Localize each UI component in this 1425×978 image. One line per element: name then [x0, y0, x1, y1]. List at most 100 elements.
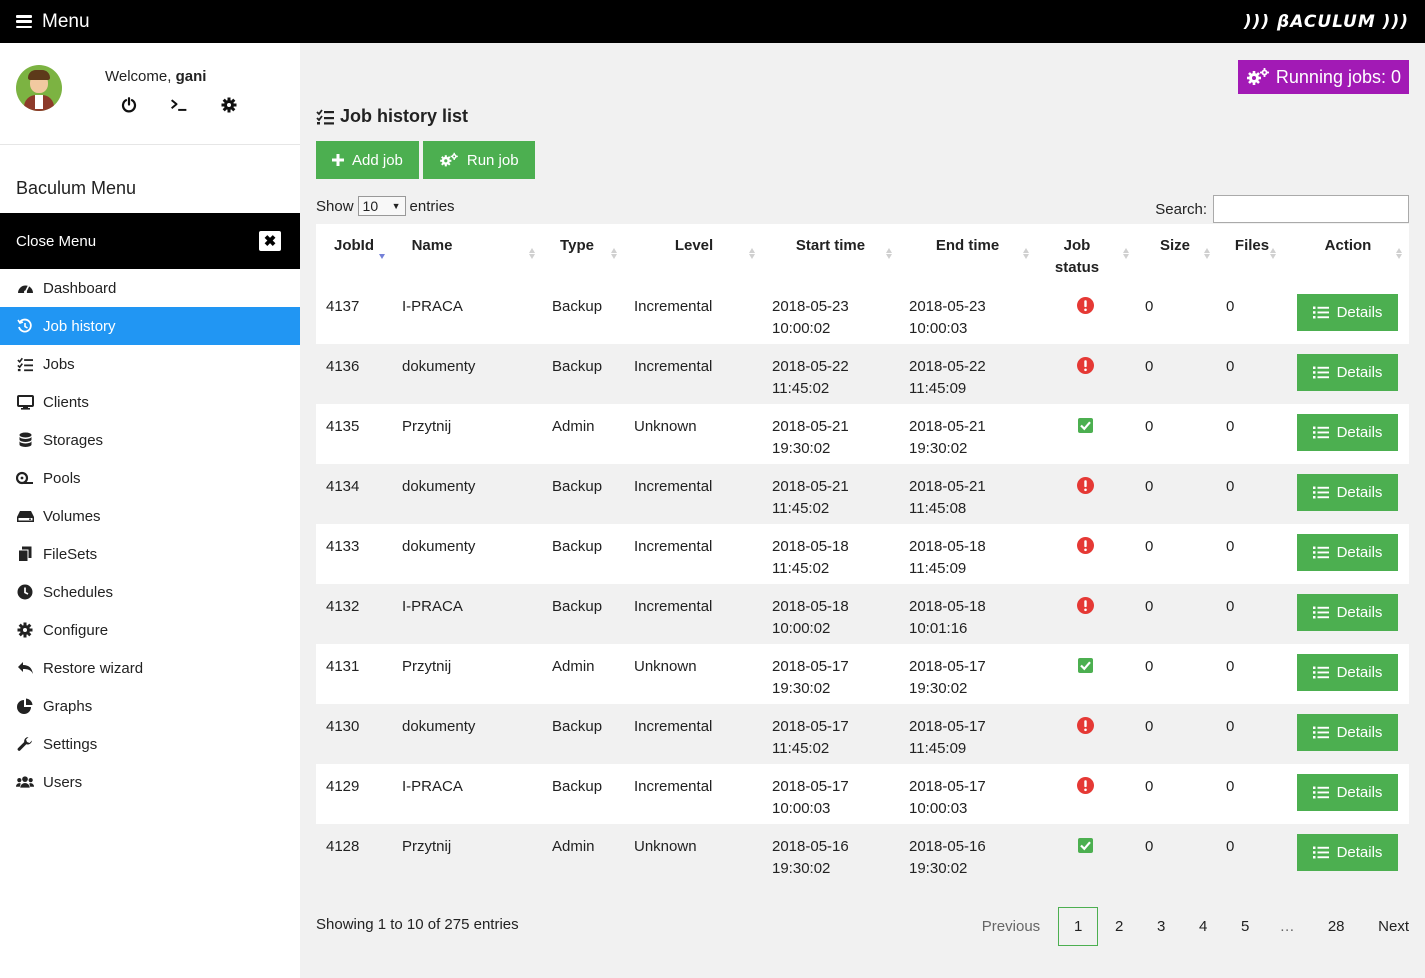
details-button[interactable]: Details: [1297, 414, 1398, 451]
add-job-button[interactable]: Add job: [316, 141, 419, 179]
top-bar: Menu ))) βACULUM ))): [0, 0, 1425, 43]
clock-icon: [16, 583, 34, 601]
details-button[interactable]: Details: [1297, 534, 1398, 571]
users-icon: [16, 773, 34, 791]
cell-end-time: 2018-05-22 11:45:09: [909, 356, 986, 400]
sidebar-nav: Dashboard Job history Jobs Clients Storages P…: [0, 269, 300, 801]
page-button[interactable]: 5: [1240, 918, 1250, 935]
previous-page-button[interactable]: Previous: [981, 918, 1041, 935]
date-text: 2018-05-17: [909, 718, 986, 735]
table-row: 4131 Przytnij Admin Unknown 0 0 2018-05-17 19:3…: [316, 644, 1409, 704]
details-button[interactable]: Details: [1297, 594, 1398, 631]
sidebar-item-schedules[interactable]: Schedules: [0, 573, 300, 611]
cell-level: Incremental: [634, 358, 713, 375]
details-button[interactable]: Details: [1297, 774, 1398, 811]
table-row: 4134 dokumenty Backup Incremental 0 0 2018-05-…: [316, 464, 1409, 524]
details-button[interactable]: Details: [1297, 654, 1398, 691]
sidebar-item-settings[interactable]: Settings: [0, 725, 300, 763]
column-header-level[interactable]: Level: [624, 224, 762, 284]
column-header-action[interactable]: Action: [1283, 224, 1409, 284]
user-name: gani: [175, 68, 207, 85]
power-icon[interactable]: [120, 96, 138, 114]
column-header-job-status[interactable]: Job status: [1035, 224, 1130, 284]
details-label: Details: [1336, 664, 1383, 681]
run-job-button[interactable]: Run job: [422, 141, 535, 179]
cell-jobid: 4128: [326, 838, 360, 855]
time-text: 11:45:08: [909, 500, 967, 517]
sidebar-item-volumes[interactable]: Volumes: [0, 497, 300, 535]
details-button[interactable]: Details: [1297, 354, 1398, 391]
cell-level: Unknown: [634, 418, 697, 435]
sidebar-item-configure[interactable]: Configure: [0, 611, 300, 649]
sidebar-item-job-history[interactable]: Job history: [0, 307, 300, 345]
search-control: Search:: [1155, 195, 1409, 223]
cell-name: Przytnij: [402, 838, 452, 855]
search-input[interactable]: [1213, 195, 1409, 223]
close-menu-button[interactable]: Close Menu ✖: [0, 213, 300, 269]
page-button[interactable]: 3: [1156, 918, 1166, 935]
cell-level: Incremental: [634, 538, 713, 555]
page-button[interactable]: 2: [1114, 918, 1124, 935]
column-header-start-time[interactable]: Start time: [762, 224, 899, 284]
column-header-jobid[interactable]: JobId: [316, 224, 392, 284]
cell-type: Admin: [552, 658, 595, 675]
sidebar-item-filesets[interactable]: FileSets: [0, 535, 300, 573]
date-text: 2018-05-17: [772, 718, 849, 735]
column-header-name[interactable]: Name: [392, 224, 542, 284]
table-row: 4136 dokumenty Backup Incremental 0 0 2018-05-…: [316, 344, 1409, 404]
pagination: Previous 1 2 3 4 5 … 28 Next: [970, 907, 1409, 946]
next-page-button[interactable]: Next: [1378, 918, 1409, 935]
column-header-end-time[interactable]: End time: [899, 224, 1035, 284]
gear-icon: [16, 621, 34, 639]
database-icon: [16, 431, 34, 449]
running-jobs-button[interactable]: Running jobs: 0: [1237, 60, 1409, 94]
date-text: 2018-05-17: [772, 658, 849, 675]
details-button[interactable]: Details: [1297, 474, 1398, 511]
cell-jobid: 4135: [326, 418, 360, 435]
column-header-files[interactable]: Files: [1212, 224, 1283, 284]
cell-files: 0: [1226, 418, 1235, 435]
menu-toggle-button[interactable]: Menu: [16, 11, 90, 33]
table-info: Showing 1 to 10 of 275 entries: [316, 916, 519, 933]
date-text: 2018-05-21: [909, 418, 986, 435]
sidebar-item-pools[interactable]: Pools: [0, 459, 300, 497]
sidebar-item-clients[interactable]: Clients: [0, 383, 300, 421]
cell-type: Backup: [552, 298, 603, 315]
sidebar-item-users[interactable]: Users: [0, 763, 300, 801]
page-button[interactable]: 4: [1198, 918, 1208, 935]
cell-size: 0: [1145, 538, 1154, 555]
sidebar-item-storages[interactable]: Storages: [0, 421, 300, 459]
details-label: Details: [1336, 484, 1383, 501]
error-icon: [1077, 297, 1094, 314]
sort-icon: [610, 248, 618, 259]
cell-type: Admin: [552, 838, 595, 855]
sidebar-item-dashboard[interactable]: Dashboard: [0, 269, 300, 307]
list-icon: [1312, 426, 1329, 439]
cell-files: 0: [1226, 478, 1235, 495]
details-label: Details: [1336, 304, 1383, 321]
tasks-icon: [16, 355, 34, 373]
gear-icon[interactable]: [220, 96, 238, 114]
details-button[interactable]: Details: [1297, 834, 1398, 871]
job-history-table: JobId Name Type Level Start time End time Job …: [316, 224, 1409, 884]
cell-start-time: 2018-05-17 11:45:02: [772, 716, 849, 760]
list-icon: [1312, 726, 1329, 739]
entries-select[interactable]: 10 ▼: [357, 196, 406, 216]
column-header-size[interactable]: Size: [1130, 224, 1212, 284]
cell-start-time: 2018-05-18 11:45:02: [772, 536, 849, 580]
details-button[interactable]: Details: [1297, 714, 1398, 751]
details-button[interactable]: Details: [1297, 294, 1398, 331]
column-header-type[interactable]: Type: [542, 224, 624, 284]
cell-name: I-PRACA: [402, 778, 463, 795]
terminal-icon[interactable]: [170, 96, 188, 114]
sidebar-item-jobs[interactable]: Jobs: [0, 345, 300, 383]
cell-name: dokumenty: [402, 718, 476, 735]
sidebar-item-restore-wizard[interactable]: Restore wizard: [0, 649, 300, 687]
page-button[interactable]: 28: [1327, 918, 1345, 935]
details-label: Details: [1336, 604, 1383, 621]
date-text: 2018-05-17: [772, 778, 849, 795]
sidebar-item-graphs[interactable]: Graphs: [0, 687, 300, 725]
cell-jobid: 4136: [326, 358, 360, 375]
page-button[interactable]: 1: [1058, 907, 1099, 946]
sort-icon: [1203, 248, 1211, 259]
